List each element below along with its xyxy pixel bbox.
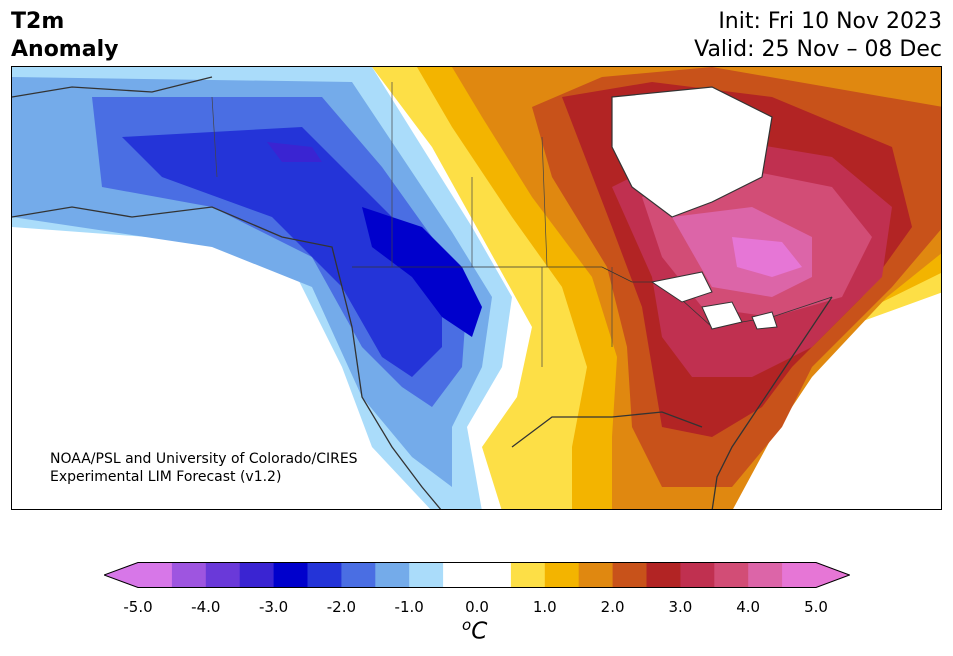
colorbar-segment [578, 562, 614, 588]
coastline-gulf [511, 411, 703, 448]
grid-line-1 [211, 82, 613, 367]
colorbar-segment [510, 562, 546, 588]
init-date: Init: Fri 10 Nov 2023 [718, 9, 942, 34]
colorbar-tick-label: -3.0 [258, 598, 289, 616]
colorbar-segment [273, 562, 308, 588]
colorbar-tick-label: -1.0 [394, 598, 424, 616]
colorbar-segment [646, 562, 681, 588]
great-lakes [650, 271, 778, 330]
map-title: T2m Anomaly [11, 8, 118, 64]
colorbar-tick-label: 5.0 [804, 598, 828, 616]
colorbar-tick-label: -5.0 [123, 598, 153, 616]
colorbar [104, 562, 850, 588]
anomaly-map: NOAA/PSL and University of Colorado/CIRE… [11, 66, 942, 510]
colorbar-segment [544, 562, 580, 588]
colorbar-segment [443, 562, 478, 588]
colorbar-tick-label: -2.0 [326, 598, 357, 616]
colorbar-tick-label: 4.0 [736, 598, 761, 616]
credit-line1: NOAA/PSL and University of Colorado/CIRE… [50, 451, 358, 467]
forecast-dates: Init: Fri 10 Nov 2023 Valid: 25 Nov – 08… [694, 8, 942, 64]
anomaly-map-svg [12, 67, 941, 509]
map-title-line1: T2m [11, 9, 65, 34]
colorbar-segment [714, 562, 749, 588]
colorbar-segment [307, 562, 342, 588]
warm-region-9 [732, 237, 802, 277]
cold-region-6 [267, 142, 322, 162]
coastline-west [12, 76, 442, 509]
colorbar-under-arrow [104, 562, 138, 588]
coastline-east [711, 296, 833, 509]
colorbar-segment [138, 562, 173, 588]
colorbar-segment [341, 562, 376, 588]
colorbar-over-arrow [816, 562, 850, 588]
unit-label: oC [462, 616, 487, 645]
colorbar-segment [612, 562, 647, 588]
colorbar-segment [782, 562, 817, 588]
credit-line2: Experimental LIM Forecast (v1.2) [50, 469, 282, 485]
hudson-bay [611, 86, 773, 218]
colorbar-tick-label: 0.0 [465, 598, 489, 616]
cold-region-4 [122, 127, 442, 377]
colorbar-tick-label: 3.0 [668, 598, 693, 616]
colorbar-segment [680, 562, 715, 588]
colorbar-segment [409, 562, 444, 588]
colorbar-segment [239, 562, 275, 588]
credit: NOAA/PSL and University of Colorado/CIRE… [50, 450, 358, 486]
colorbar-tick-label: 1.0 [532, 598, 557, 616]
unit-label-letter: C [471, 618, 488, 645]
valid-date: Valid: 25 Nov – 08 Dec [694, 37, 942, 62]
colorbar-tick-label: -4.0 [191, 598, 221, 616]
colorbar-segment [205, 562, 241, 588]
colorbar-segment [477, 562, 512, 588]
colorbar-segment [375, 562, 410, 588]
colorbar-segment [171, 562, 207, 588]
unit-label-degree: o [462, 616, 472, 634]
colorbar-outline [104, 562, 850, 588]
colorbar-tick-label: 2.0 [600, 598, 625, 616]
colorbar-segment [748, 562, 783, 588]
map-title-line2: Anomaly [11, 37, 119, 62]
